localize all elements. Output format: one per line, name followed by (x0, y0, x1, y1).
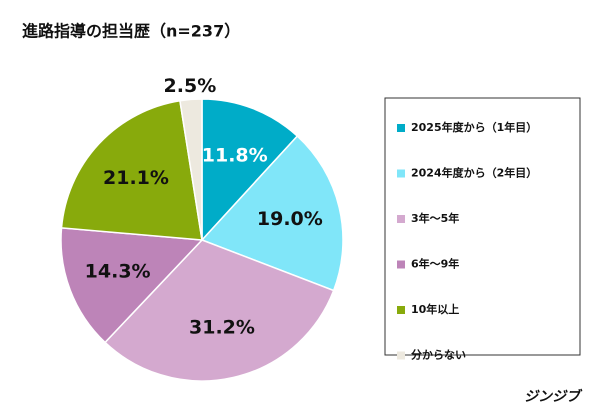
legend-label: 2025年度から（1年目） (411, 120, 537, 134)
pie-slice (60, 99, 203, 241)
legend-label: 分からない (411, 348, 466, 362)
pie-slice (179, 98, 203, 241)
legend-swatch (397, 306, 405, 314)
legend-label: 2024年度から（2年目） (411, 166, 537, 180)
legend-swatch (397, 215, 405, 223)
legend-swatch (397, 169, 405, 178)
data-label: 21.1% (103, 167, 169, 189)
legend-swatch (397, 260, 405, 269)
source: ジンジブ (524, 388, 583, 405)
pie-slice (104, 239, 335, 382)
pie-slice (60, 227, 204, 344)
pie-slice (200, 135, 344, 292)
legend-label: 6年〜9年 (411, 257, 459, 271)
data-label: 14.3% (85, 261, 151, 283)
legend-box (384, 97, 581, 356)
chart-title: 進路指導の担当歴（n=237） (22, 22, 240, 41)
legend-label: 10年以上 (411, 302, 459, 316)
legend-swatch (397, 124, 405, 132)
pie-slice (201, 98, 299, 242)
legend-swatch (397, 351, 405, 360)
legend-label: 3年〜5年 (411, 211, 459, 225)
data-label: 31.2% (189, 317, 255, 339)
data-label: 2.5% (164, 75, 217, 97)
data-label: 11.8% (202, 144, 268, 166)
data-label: 19.0% (257, 208, 323, 230)
